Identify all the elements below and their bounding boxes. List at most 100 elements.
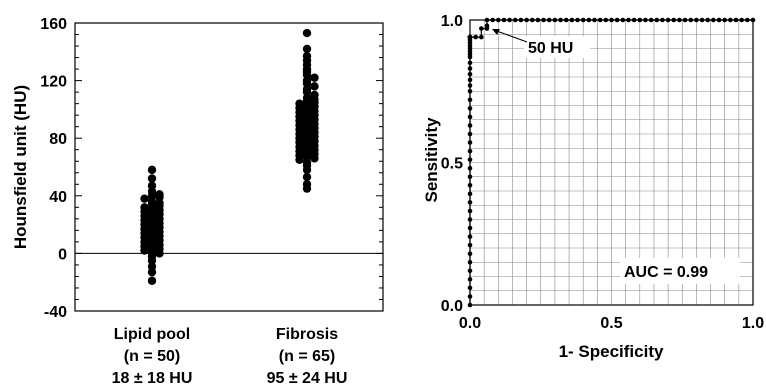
left-y-tick-label: 120 <box>40 74 67 91</box>
roc-point <box>750 17 756 23</box>
roc-point <box>467 34 473 40</box>
data-point <box>310 154 319 163</box>
group-summary-lipid: 18 ± 18 HU <box>112 370 193 387</box>
data-point <box>147 191 157 200</box>
group-n-lipid: (n = 50) <box>124 348 180 365</box>
roc-point <box>467 140 473 145</box>
roc-point <box>467 208 473 214</box>
data-point <box>302 70 312 80</box>
y-tick-label: 0.0 <box>441 298 463 315</box>
roc-point <box>614 17 620 23</box>
left-y-tick-label: -40 <box>44 304 67 321</box>
roc-point <box>694 17 699 23</box>
roc-point <box>467 123 473 128</box>
data-point <box>140 246 149 255</box>
roc-point <box>507 17 512 23</box>
roc-point <box>467 217 473 222</box>
roc-point <box>716 17 722 23</box>
data-point <box>302 165 312 175</box>
roc-point <box>479 26 484 31</box>
roc-point <box>467 302 473 308</box>
data-point <box>155 193 164 202</box>
data-point <box>147 181 157 190</box>
roc-point <box>728 17 733 23</box>
roc-point <box>467 106 473 111</box>
group-label-lipid: Lipid pool <box>114 326 190 343</box>
roc-plot: 0.0 0.5 1.0 0.0 0.5 1.0 Sensitivity 1- Specif… <box>422 13 764 361</box>
left-y-tick-label: 80 <box>49 131 67 148</box>
roc-point <box>609 17 614 23</box>
right-y-axis-label: Sensitivity <box>422 117 441 203</box>
left-y-tick-label: 40 <box>49 189 67 206</box>
roc-point <box>467 83 473 88</box>
roc-point <box>467 294 473 299</box>
data-point <box>302 79 312 88</box>
roc-point <box>467 191 473 197</box>
data-point <box>147 165 157 175</box>
roc-point <box>580 17 586 23</box>
x-tick-label: 1.0 <box>742 315 764 332</box>
roc-point <box>558 17 563 23</box>
roc-point <box>569 17 575 23</box>
roc-point <box>467 88 473 94</box>
roc-point <box>467 183 473 188</box>
roc-point <box>603 17 609 23</box>
roc-point <box>575 17 580 23</box>
data-point <box>140 194 149 203</box>
roc-point <box>529 17 535 23</box>
roc-point <box>733 17 739 23</box>
roc-point <box>467 200 473 205</box>
data-point <box>147 262 157 271</box>
x-tick-label: 0.5 <box>600 315 622 332</box>
roc-point <box>467 66 473 71</box>
roc-point <box>563 17 569 23</box>
data-point <box>302 28 312 38</box>
data-point <box>147 276 157 285</box>
data-point <box>302 44 312 54</box>
roc-point <box>677 17 682 23</box>
group-label-fibrosis: Fibrosis <box>276 326 338 343</box>
roc-point <box>546 17 552 23</box>
roc-point <box>592 17 597 23</box>
data-point <box>147 256 157 265</box>
roc-point <box>467 131 473 137</box>
roc-point <box>467 114 473 120</box>
roc-point <box>699 17 705 23</box>
roc-point <box>739 17 744 23</box>
roc-point <box>745 17 750 23</box>
roc-point <box>660 17 665 23</box>
y-tick-label: 1.0 <box>441 13 463 30</box>
roc-point <box>467 251 473 256</box>
group-summary-fibrosis: 95 ± 24 HU <box>267 370 348 387</box>
data-point <box>302 184 312 193</box>
roc-point <box>467 97 473 103</box>
roc-point <box>479 34 484 40</box>
roc-point <box>688 17 694 23</box>
roc-point <box>705 17 711 23</box>
data-point <box>310 82 319 91</box>
roc-point <box>586 17 592 23</box>
roc-point <box>631 17 637 23</box>
y-tick-label: 0.5 <box>441 156 463 173</box>
roc-point <box>501 17 507 23</box>
auc-background <box>620 258 740 284</box>
roc-point <box>620 17 626 23</box>
data-point <box>302 87 312 97</box>
roc-point <box>654 17 660 23</box>
roc-point <box>467 71 473 77</box>
roc-point <box>467 165 473 171</box>
roc-point <box>524 17 529 23</box>
roc-point <box>541 17 546 23</box>
roc-point <box>648 17 654 23</box>
roc-point <box>467 225 473 231</box>
roc-annotation: 50 HU <box>528 40 573 57</box>
roc-point <box>626 17 631 23</box>
roc-point <box>682 17 688 23</box>
left-y-axis-label: Hounsfield unit (HU) <box>11 85 30 249</box>
roc-point <box>467 60 473 66</box>
data-point <box>147 174 157 183</box>
data-point <box>155 249 164 258</box>
left-y-tick-label: 160 <box>40 16 67 33</box>
left-y-axis: -40 0 40 80 120 160 <box>40 16 383 321</box>
